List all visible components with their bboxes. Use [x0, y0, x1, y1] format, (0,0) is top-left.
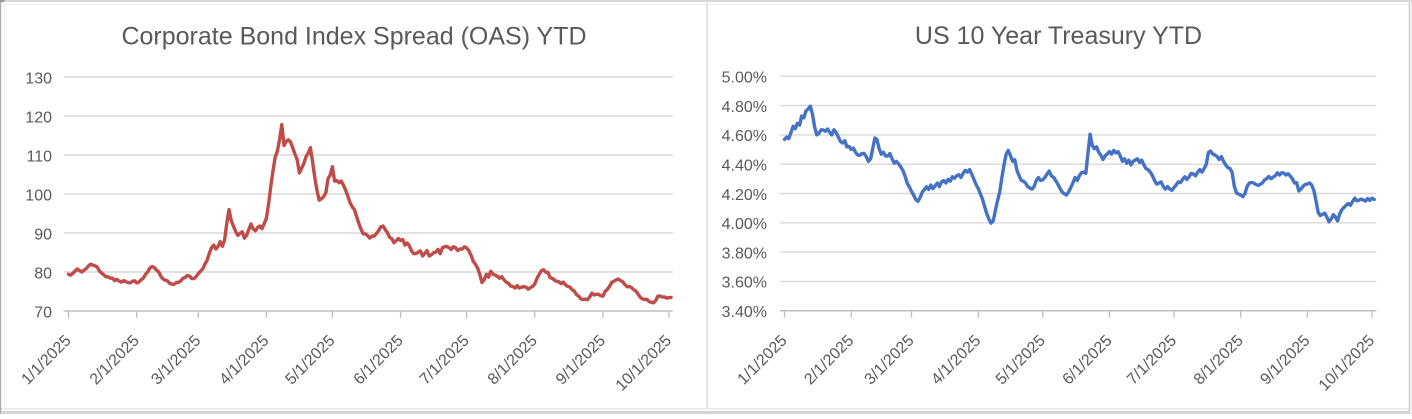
- svg-text:US 10 Year Treasury YTD: US 10 Year Treasury YTD: [915, 22, 1202, 50]
- svg-text:3.60%: 3.60%: [722, 275, 767, 292]
- svg-text:5.00%: 5.00%: [722, 70, 767, 87]
- svg-text:Corporate Bond Index Spread (O: Corporate Bond Index Spread (OAS) YTD: [121, 23, 586, 51]
- svg-text:130: 130: [25, 71, 52, 88]
- svg-text:100: 100: [25, 188, 52, 205]
- svg-text:110: 110: [26, 149, 52, 166]
- svg-text:80: 80: [34, 266, 52, 283]
- svg-text:120: 120: [25, 110, 52, 127]
- svg-text:90: 90: [34, 227, 52, 244]
- svg-text:4.00%: 4.00%: [722, 216, 767, 233]
- svg-text:70: 70: [34, 305, 52, 322]
- svg-text:3.80%: 3.80%: [722, 245, 767, 262]
- svg-text:4.60%: 4.60%: [722, 128, 767, 145]
- svg-text:4.40%: 4.40%: [722, 158, 767, 175]
- svg-text:4.80%: 4.80%: [722, 99, 767, 116]
- svg-text:3.40%: 3.40%: [722, 304, 767, 321]
- svg-text:4.20%: 4.20%: [722, 187, 767, 204]
